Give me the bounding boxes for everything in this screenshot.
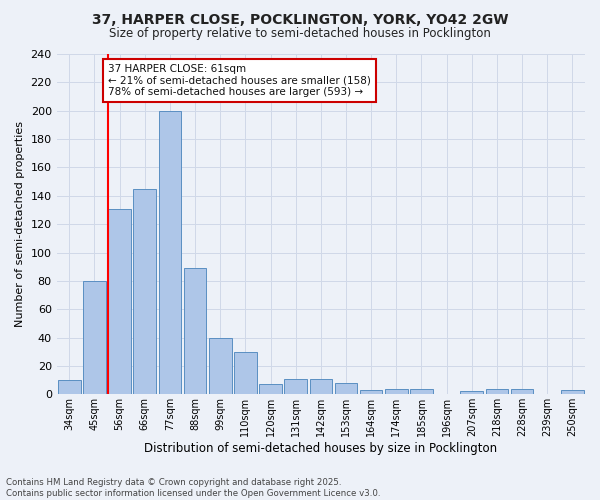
Y-axis label: Number of semi-detached properties: Number of semi-detached properties	[15, 121, 25, 327]
Bar	[184, 268, 206, 394]
Bar	[310, 378, 332, 394]
Bar	[385, 388, 407, 394]
Text: Size of property relative to semi-detached houses in Pocklington: Size of property relative to semi-detach…	[109, 28, 491, 40]
Text: 37 HARPER CLOSE: 61sqm
← 21% of semi-detached houses are smaller (158)
78% of se: 37 HARPER CLOSE: 61sqm ← 21% of semi-det…	[108, 64, 371, 97]
Bar	[259, 384, 282, 394]
Bar	[108, 208, 131, 394]
Bar	[360, 390, 382, 394]
Bar	[284, 378, 307, 394]
Text: Contains HM Land Registry data © Crown copyright and database right 2025.
Contai: Contains HM Land Registry data © Crown c…	[6, 478, 380, 498]
Bar	[335, 383, 358, 394]
Bar	[158, 110, 181, 395]
Bar	[234, 352, 257, 395]
Bar	[410, 388, 433, 394]
Bar	[511, 388, 533, 394]
X-axis label: Distribution of semi-detached houses by size in Pocklington: Distribution of semi-detached houses by …	[144, 442, 497, 455]
Bar	[83, 281, 106, 394]
Bar	[209, 338, 232, 394]
Bar	[58, 380, 80, 394]
Bar	[460, 392, 483, 394]
Bar	[561, 390, 584, 394]
Bar	[485, 388, 508, 394]
Bar	[133, 188, 156, 394]
Text: 37, HARPER CLOSE, POCKLINGTON, YORK, YO42 2GW: 37, HARPER CLOSE, POCKLINGTON, YORK, YO4…	[92, 12, 508, 26]
